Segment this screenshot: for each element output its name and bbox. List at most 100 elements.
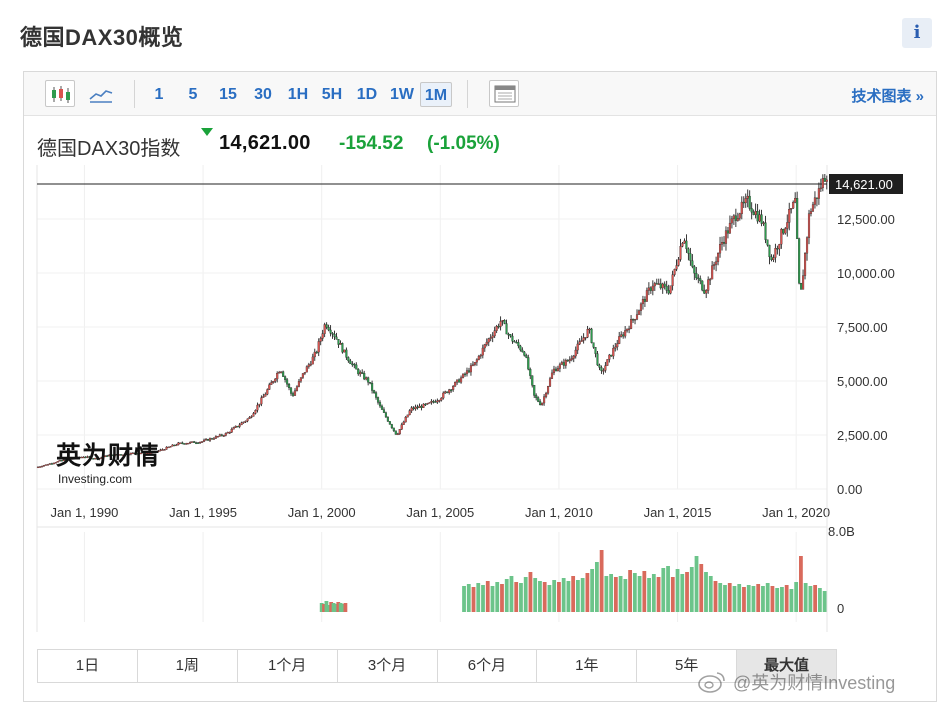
candle-body — [485, 341, 488, 345]
candle-body — [438, 400, 441, 402]
volume-bar — [490, 586, 495, 612]
volume-bar — [466, 584, 471, 612]
volume-bar — [580, 578, 585, 612]
volume-bar — [514, 582, 519, 612]
volume-bar — [642, 571, 647, 612]
volume-bar — [637, 576, 642, 612]
range-6m[interactable]: 6个月 — [437, 650, 538, 682]
candle-body — [501, 320, 504, 322]
last-price-tag-label: 14,621.00 — [835, 177, 893, 192]
candle-body — [550, 372, 554, 379]
info-icon[interactable]: i — [902, 18, 932, 48]
candle-body — [452, 386, 455, 390]
candle-body — [234, 425, 237, 428]
candle-body — [760, 214, 763, 224]
candle-body — [730, 218, 733, 224]
candle-body — [179, 442, 182, 444]
candle-body — [102, 456, 105, 459]
candle-body — [337, 339, 340, 345]
candle-body — [604, 365, 607, 371]
range-1w[interactable]: 1周 — [137, 650, 238, 682]
candle-body — [750, 208, 753, 213]
candle-body — [319, 338, 322, 342]
candle-body — [353, 363, 356, 366]
candle-body — [683, 240, 686, 244]
x-tick-label: Jan 1, 2015 — [644, 505, 712, 520]
candle-body — [173, 444, 176, 447]
timeframe-1d[interactable]: 1D — [356, 86, 378, 103]
range-1d[interactable]: 1日 — [38, 650, 138, 682]
timeframe-1h[interactable]: 1H — [287, 86, 309, 103]
candle-body — [444, 391, 447, 394]
candle-body — [614, 346, 617, 349]
candle-body — [513, 341, 516, 343]
candle-body — [177, 442, 180, 446]
timeframe-30[interactable]: 30 — [254, 86, 272, 103]
candle-body — [420, 405, 423, 408]
candle-body — [632, 319, 635, 321]
candle-body — [307, 364, 310, 367]
candle-body — [732, 215, 735, 219]
volume-bar — [334, 604, 338, 612]
volume-bar — [471, 587, 476, 612]
candle-body — [230, 429, 233, 433]
volume-bar — [799, 556, 803, 612]
candle-body — [610, 354, 613, 357]
technical-chart-link[interactable]: 技术图表 » — [851, 88, 924, 105]
candle-body — [373, 390, 376, 393]
candle-body — [139, 452, 142, 455]
x-tick-label: Jan 1, 2010 — [525, 505, 593, 520]
candle-body — [815, 197, 818, 199]
line-chart-icon[interactable] — [84, 80, 114, 107]
candle-body — [663, 283, 666, 287]
range-max[interactable]: 最大值 — [737, 650, 836, 682]
volume-bar — [329, 602, 334, 612]
candle-body — [554, 368, 558, 372]
candle-body — [590, 328, 593, 343]
candlestick-icon[interactable] — [45, 80, 75, 107]
candle-body — [106, 455, 109, 457]
candle-body — [667, 290, 670, 294]
candle-body — [76, 456, 79, 459]
candle-body — [361, 372, 364, 374]
timeframe-1w[interactable]: 1W — [390, 86, 414, 103]
candle-body — [408, 410, 411, 416]
timeframe-1[interactable]: 1 — [154, 86, 164, 103]
timeframe-15[interactable]: 15 — [219, 86, 237, 103]
range-1m[interactable]: 1个月 — [237, 650, 338, 682]
price-chart[interactable]: 0.00 2,500.00 5,000.00 7,500.00 10,000.00 12,… — [24, 72, 936, 647]
candle-body — [181, 442, 184, 444]
candle-body — [266, 389, 269, 395]
timeframe-5[interactable]: 5 — [188, 86, 198, 103]
candle-body — [776, 248, 779, 250]
volume-bar — [770, 586, 775, 612]
volume-tick-label: 8.0B — [828, 524, 855, 539]
candle-body — [630, 319, 633, 329]
range-5y[interactable]: 5年 — [637, 650, 738, 682]
candle-body — [163, 449, 166, 451]
candle-body — [764, 222, 767, 240]
candle-body — [84, 456, 87, 459]
candle-body — [317, 341, 320, 353]
volume-bar — [680, 574, 685, 612]
candle-body — [357, 369, 360, 375]
candle-body — [96, 457, 99, 460]
candle-body — [410, 407, 413, 411]
candle-body — [715, 261, 718, 265]
range-3m[interactable]: 3个月 — [337, 650, 438, 682]
volume-bar — [746, 585, 751, 612]
timeframe-5h[interactable]: 5H — [321, 86, 343, 103]
candle-body — [195, 442, 198, 444]
candle-body — [220, 434, 223, 436]
candle-body — [645, 290, 648, 302]
volume-bar — [789, 589, 794, 612]
calendar-icon[interactable] — [489, 80, 519, 107]
volume-bar — [576, 580, 580, 612]
timeframe-1m[interactable]: 1M — [420, 82, 452, 107]
x-tick-label: Jan 1, 2000 — [288, 505, 356, 520]
candle-body — [343, 349, 346, 353]
candle-body — [390, 424, 393, 429]
candle-body — [347, 357, 350, 362]
range-1y[interactable]: 1年 — [537, 650, 638, 682]
volume-bar — [732, 586, 737, 612]
